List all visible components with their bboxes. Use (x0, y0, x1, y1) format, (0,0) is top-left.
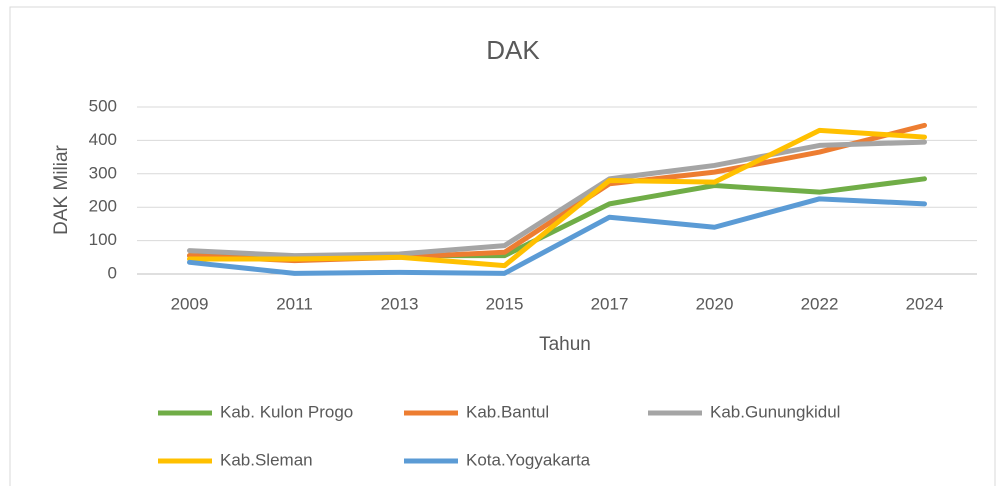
x-tick-label: 2024 (906, 294, 944, 313)
x-tick-label: 2013 (381, 294, 419, 313)
legend-label: Kab.Gunungkidul (710, 402, 840, 421)
legend-label: Kab.Bantul (466, 402, 549, 421)
y-tick-label: 500 (89, 96, 117, 115)
y-tick-label: 400 (89, 130, 117, 149)
y-tick-label: 0 (108, 263, 117, 282)
chart-title: DAK (486, 35, 540, 65)
x-tick-label: 2009 (171, 294, 209, 313)
x-tick-label: 2011 (276, 294, 313, 313)
y-tick-label: 100 (89, 230, 117, 249)
legend-label: Kota.Yogyakarta (466, 450, 591, 469)
series-line (187, 196, 927, 276)
series-line (187, 139, 927, 259)
series-line (187, 127, 927, 269)
x-axis-title: Tahun (539, 334, 591, 355)
y-tick-label: 300 (89, 163, 117, 182)
x-tick-label: 2022 (801, 294, 839, 313)
x-tick-label: 2020 (696, 294, 734, 313)
legend-label: Kab.Sleman (220, 450, 313, 469)
legend-label: Kab. Kulon Progo (220, 402, 353, 421)
x-tick-label: 2015 (486, 294, 524, 313)
x-tick-label: 2017 (591, 294, 629, 313)
y-axis-title: DAK Miliar (51, 144, 72, 234)
y-tick-label: 200 (89, 197, 117, 216)
